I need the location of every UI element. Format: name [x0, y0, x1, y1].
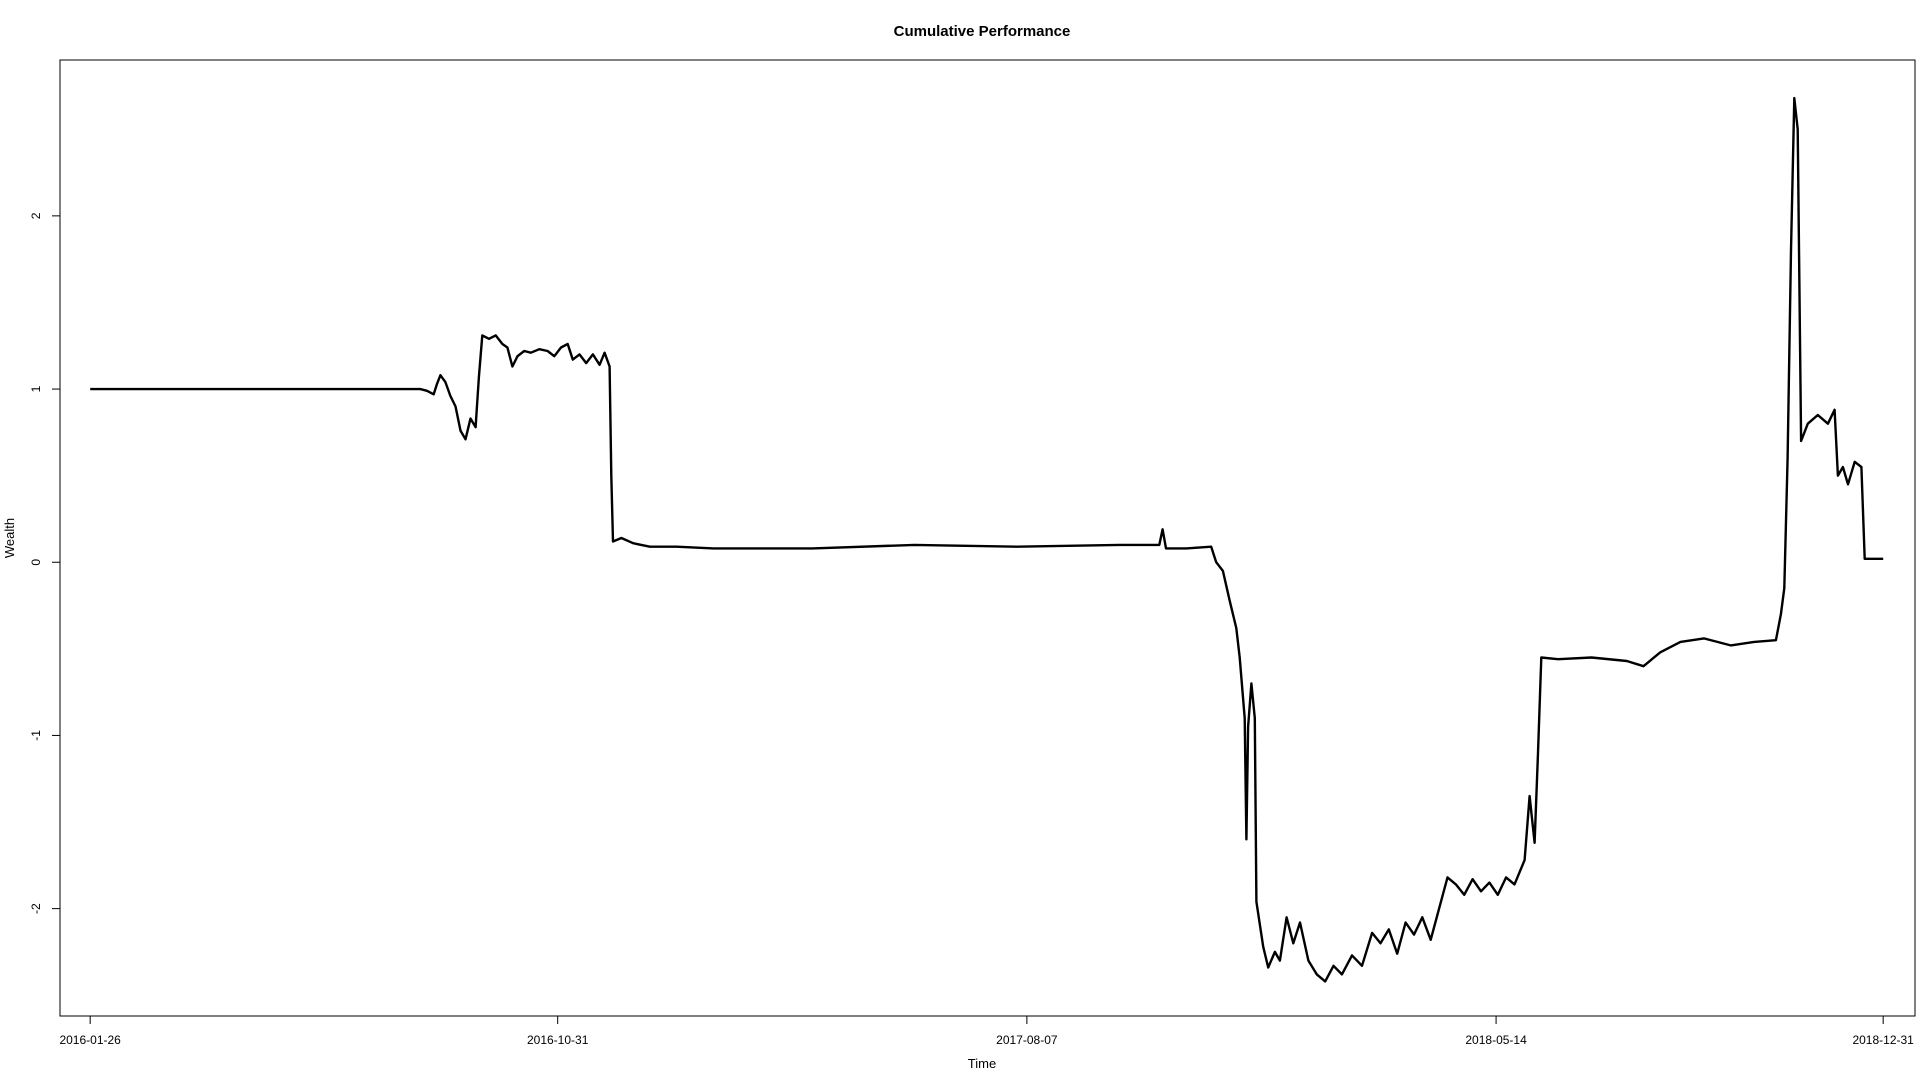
- y-tick-label: 1: [29, 385, 43, 392]
- y-axis-label: Wealth: [2, 518, 17, 558]
- series-line: [90, 96, 1884, 983]
- chart-title: Cumulative Performance: [894, 23, 1071, 40]
- x-tick-label: 2018-05-14: [1465, 1033, 1527, 1047]
- x-axis-label: Time: [968, 1056, 996, 1071]
- x-tick-label: 2016-10-31: [527, 1033, 589, 1047]
- y-tick-label: -2: [29, 903, 43, 914]
- x-tick-label: 2016-01-26: [59, 1033, 121, 1047]
- plot-area: [59, 59, 1916, 1017]
- x-tick-label: 2017-08-07: [996, 1033, 1058, 1047]
- x-axis: 2016-01-26 2016-10-31 2017-08-07 2018-05-14…: [59, 1015, 1914, 1047]
- y-axis: -2 -1 0 1 2: [29, 212, 61, 914]
- y-tick-label: 0: [29, 559, 43, 566]
- x-tick-label: 2018-12-31: [1852, 1033, 1914, 1047]
- y-tick-label: -1: [29, 730, 43, 741]
- y-tick-label: 2: [29, 212, 43, 219]
